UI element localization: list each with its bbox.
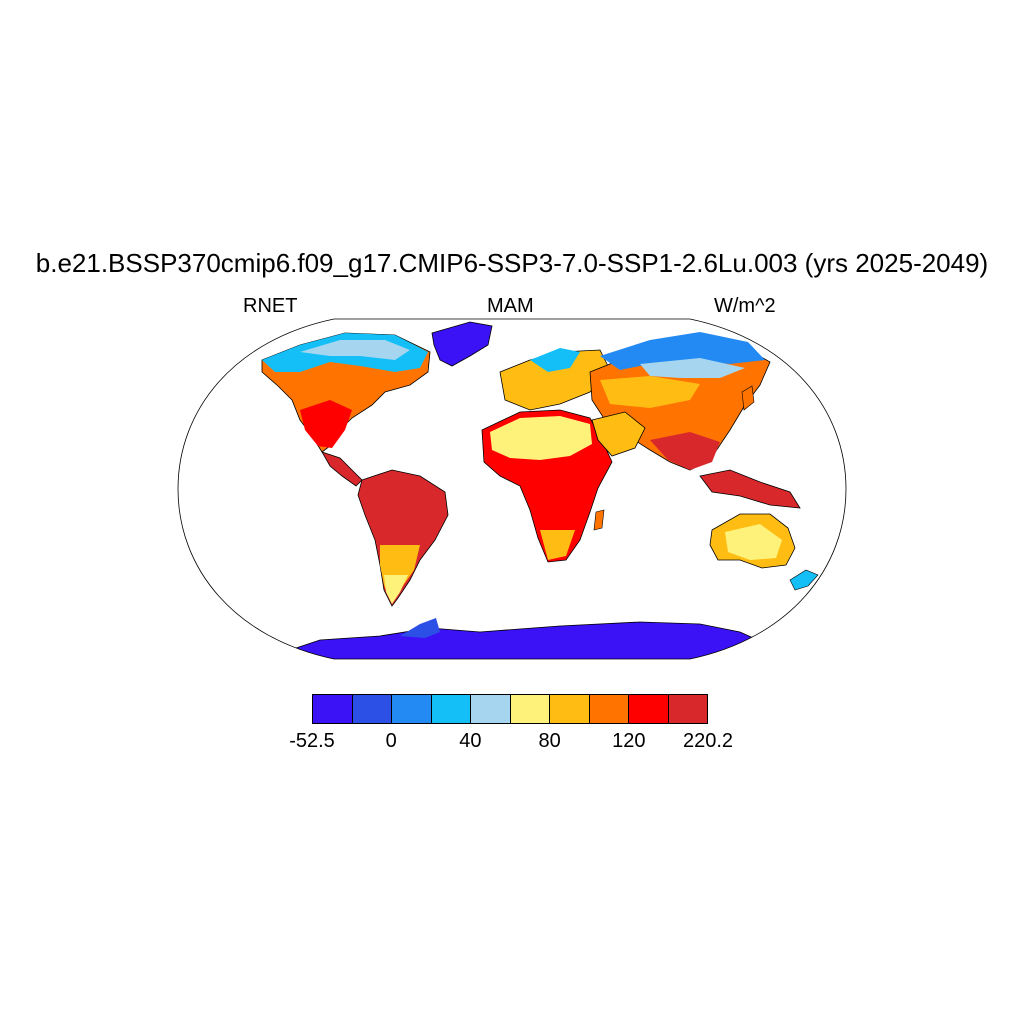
- arctic-canada-north: [300, 340, 410, 360]
- colorbar-swatch: [313, 695, 353, 723]
- colorbar-tick-label: 220.2: [682, 730, 734, 752]
- colorbar-swatch: [629, 695, 669, 723]
- colorbar-swatch: [589, 695, 629, 723]
- colorbar-swatch: [550, 695, 590, 723]
- southern-africa: [540, 530, 575, 560]
- variable-label: RNET: [243, 295, 298, 317]
- south-asia: [650, 432, 720, 470]
- central-asia: [600, 376, 700, 408]
- colorbar-labels: -52.5 0 40 80 120 220.2: [289, 730, 733, 754]
- antarctica: [289, 621, 781, 659]
- north-america-south: [300, 400, 352, 448]
- japan: [741, 385, 755, 411]
- new-zealand: [789, 569, 819, 591]
- south-america: [357, 469, 449, 607]
- colorbar-swatch: [431, 695, 471, 723]
- colorbar-swatch: [668, 695, 707, 723]
- colorbar-tick-label: -52.5: [289, 730, 335, 752]
- siberia-south: [640, 358, 745, 378]
- australia-interior: [725, 524, 782, 560]
- colorbar-swatch: [352, 695, 392, 723]
- patagonia: [384, 575, 408, 604]
- arabia: [591, 411, 646, 457]
- colorbar-tick-label: 40: [459, 730, 482, 752]
- siberia: [600, 332, 765, 370]
- plot-title: b.e21.BSSP370cmip6.f09_g17.CMIP6-SSP3-7.…: [35, 248, 989, 278]
- colorbar-swatch: [392, 695, 432, 723]
- scandinavia: [530, 348, 580, 372]
- central-america: [321, 451, 363, 487]
- colorbar-tick-label: 0: [385, 730, 397, 752]
- colorbar-tick-label: 80: [538, 730, 561, 752]
- greenland: [431, 321, 493, 367]
- antarctic-peninsula: [400, 618, 440, 638]
- sahara: [490, 416, 592, 460]
- colorbar-swatch: [510, 695, 550, 723]
- colorbar: [312, 694, 708, 724]
- colorbar-tick-label: 120: [612, 730, 646, 752]
- colorbar-swatch: [471, 695, 511, 723]
- map-border: [177, 318, 847, 660]
- indonesia: [699, 469, 801, 509]
- season-label: MAM: [487, 295, 534, 317]
- units-label: W/m^2: [714, 295, 776, 317]
- madagascar: [593, 509, 605, 531]
